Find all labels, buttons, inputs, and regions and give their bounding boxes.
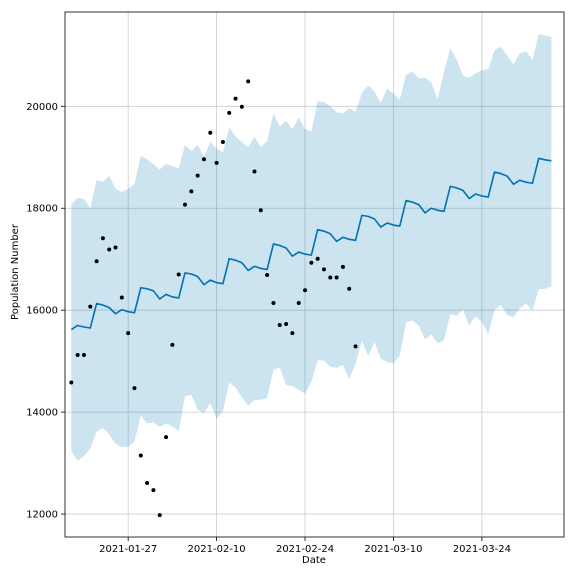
x-tick-label: 2021-02-10 [188,544,246,555]
y-tick-label: 16000 [26,306,58,317]
y-tick-label: 18000 [26,204,58,215]
observed-point [208,130,213,135]
observed-point [303,288,308,293]
observed-point [309,260,314,265]
observed-point [252,169,257,174]
observed-point [220,139,225,144]
observed-point [145,480,150,485]
observed-point [347,286,352,291]
axes [64,11,565,538]
forecast-line-layer [70,157,552,331]
y-tick-label: 14000 [26,408,58,419]
observed-point [132,386,137,391]
observed-point [246,79,251,84]
uncertainty-band [71,33,552,462]
observed-points-layer [69,79,358,518]
observed-point [340,264,345,269]
x-tick-label: 2021-03-10 [364,544,422,555]
observed-point [334,275,339,280]
observed-point [201,157,206,162]
observed-point [214,160,219,165]
observed-point [189,189,194,194]
observed-point [277,322,282,327]
observed-point [94,259,99,264]
plot-area [65,12,564,537]
observed-point [157,513,162,518]
observed-point [138,453,143,458]
observed-point [88,304,93,309]
observed-point [164,435,169,440]
observed-point [258,208,263,213]
x-tick-label: 2021-03-24 [453,544,511,555]
observed-point [271,301,276,306]
observed-point [227,110,232,115]
y-tick-label: 20000 [26,102,58,113]
y-axis-label: Population Number [10,223,21,320]
uncertainty-band-layer [71,33,552,462]
observed-point [69,380,74,385]
observed-point [239,104,244,109]
forecast-line [70,157,552,331]
observed-point [321,267,326,272]
observed-point [195,173,200,178]
observed-point [119,295,124,300]
observed-point [328,275,333,280]
observed-point [176,272,181,277]
observed-point [113,245,118,250]
observed-point [183,202,188,207]
grid [65,12,564,537]
y-tick-label: 12000 [26,510,58,521]
observed-point [100,236,105,241]
observed-point [107,247,112,252]
observed-point [151,488,156,493]
x-tick-label: 2021-02-24 [276,544,334,555]
ticks: 12000 14000 16000 18000 20000 2021-01-27 2021-… [26,102,511,555]
observed-point [290,331,295,336]
observed-point [296,301,301,306]
x-axis-label: Date [302,555,326,566]
observed-point [81,353,86,358]
observed-point [126,331,131,336]
observed-point [353,344,358,349]
observed-point [315,256,320,261]
observed-point [233,96,238,101]
observed-point [75,353,80,358]
axes-frame [64,11,565,538]
x-tick-label: 2021-01-27 [99,544,157,555]
observed-point [265,273,270,278]
observed-point [284,321,289,326]
observed-point [170,342,175,347]
